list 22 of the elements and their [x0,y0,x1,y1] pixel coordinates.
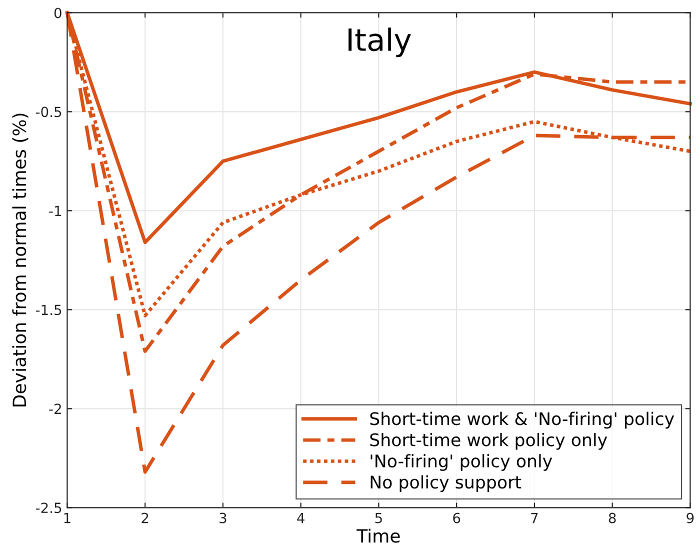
y-tick-label: -1 [49,206,62,216]
x-tick-label: 3 [220,512,226,524]
x-tick-label: 1 [64,512,70,524]
chart-title: Italy [348,28,411,58]
y-tick-label: -2.5 [36,502,62,514]
y-tick-label: 0 [54,8,62,18]
x-tick-label: 6 [453,512,460,524]
y-tick-label: -0.5 [36,106,62,118]
y-tick-label: -1.5 [36,304,62,316]
legend-label: Short-time work policy only [370,432,608,450]
legend-label: 'No-firing' policy only [370,454,552,471]
legend-label: Short-time work & 'No-firing' policy [370,412,674,429]
y-axis-title: Deviation from normal times (%) [12,114,28,406]
x-tick-label: 2 [142,512,148,524]
x-axis-title: Time [356,528,400,543]
legend-label: No policy support [370,475,522,492]
x-tick-label: 5 [375,512,382,524]
x-tick-label: 4 [297,512,304,524]
x-tick-label: 9 [686,512,694,524]
y-tick-label: -2 [49,404,61,414]
x-tick-label: 8 [608,512,616,524]
x-tick-label: 7 [531,512,538,524]
